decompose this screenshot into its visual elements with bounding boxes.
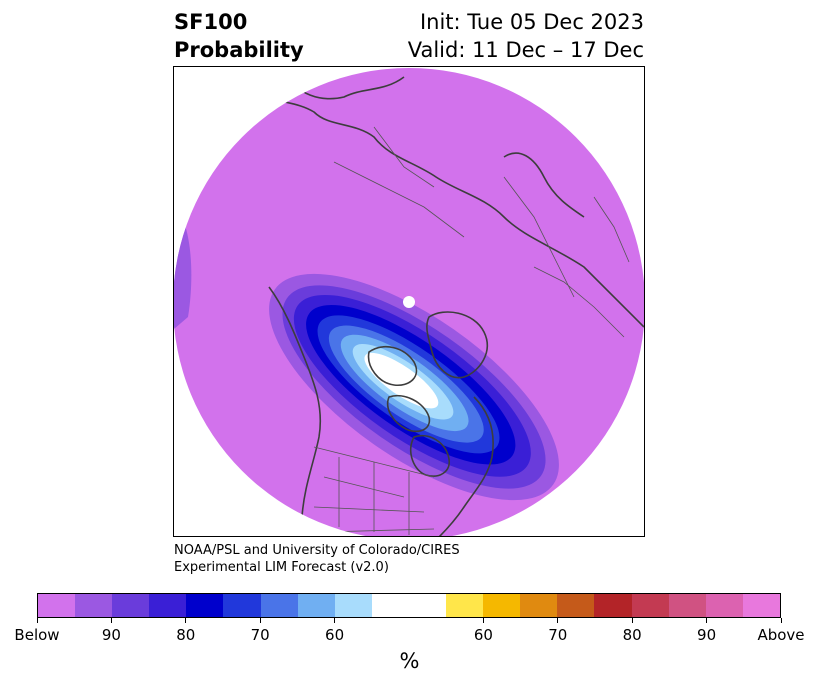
colorbar-tick-label: 70 bbox=[250, 626, 270, 644]
colorbar-tick bbox=[110, 618, 112, 623]
pole-marker bbox=[403, 296, 415, 308]
colorbar-tick bbox=[259, 618, 261, 623]
colorbar-tick bbox=[482, 618, 484, 623]
colorbar-tick-label: 80 bbox=[622, 626, 642, 644]
colorbar-tick-label: Below bbox=[14, 626, 60, 644]
colorbar-tick-label: 70 bbox=[548, 626, 568, 644]
colorbar-swatch bbox=[631, 594, 669, 617]
colorbar-swatch bbox=[75, 594, 113, 617]
credit-line-2: Experimental LIM Forecast (v2.0) bbox=[174, 560, 389, 575]
colorbar-swatch bbox=[483, 594, 521, 617]
variable-type: Probability bbox=[174, 38, 304, 62]
colorbar-tick bbox=[706, 618, 708, 623]
variable-name: SF100 bbox=[174, 10, 248, 34]
colorbar-tick bbox=[780, 618, 782, 623]
colorbar-swatch bbox=[112, 594, 150, 617]
colorbar-swatch bbox=[149, 594, 187, 617]
map-title-left: SF100 Probability bbox=[174, 8, 304, 64]
colorbar-tick-label: 90 bbox=[101, 626, 121, 644]
colorbar-swatch bbox=[334, 594, 372, 617]
map-panel bbox=[173, 66, 645, 537]
colorbar-tick-label: Above bbox=[757, 626, 805, 644]
colorbar-swatch bbox=[594, 594, 632, 617]
map-title-right: Init: Tue 05 Dec 2023 Valid: 11 Dec – 17… bbox=[408, 8, 644, 64]
colorbar-swatch bbox=[520, 594, 558, 617]
colorbar-swatch bbox=[297, 594, 335, 617]
colorbar-swatch bbox=[371, 594, 447, 617]
colorbar-tick-label: 80 bbox=[176, 626, 196, 644]
colorbar-swatch bbox=[668, 594, 706, 617]
colorbar-tick-label: 60 bbox=[473, 626, 493, 644]
anomaly-contours bbox=[269, 273, 559, 501]
colorbar-swatch bbox=[260, 594, 298, 617]
colorbar-swatch bbox=[742, 594, 780, 617]
init-date: Init: Tue 05 Dec 2023 bbox=[419, 10, 644, 34]
colorbar-swatch bbox=[705, 594, 743, 617]
colorbar-tick bbox=[36, 618, 38, 623]
colorbar-tick-label: 90 bbox=[697, 626, 717, 644]
colorbar-swatch bbox=[446, 594, 484, 617]
colorbar-tick bbox=[557, 618, 559, 623]
colorbar bbox=[37, 593, 781, 618]
colorbar-swatch bbox=[186, 594, 224, 617]
colorbar-tick bbox=[631, 618, 633, 623]
colorbar-swatch bbox=[38, 594, 76, 617]
credit-line-1: NOAA/PSL and University of Colorado/CIRE… bbox=[174, 543, 460, 558]
colorbar-tick bbox=[185, 618, 187, 623]
credit-text: NOAA/PSL and University of Colorado/CIRE… bbox=[174, 542, 460, 576]
colorbar-swatch bbox=[557, 594, 595, 617]
colorbar-unit-label: % bbox=[399, 649, 420, 673]
colorbar-tick bbox=[334, 618, 336, 623]
probability-map bbox=[174, 68, 644, 536]
colorbar-swatch bbox=[223, 594, 261, 617]
colorbar-tick-label: 60 bbox=[325, 626, 345, 644]
valid-range: Valid: 11 Dec – 17 Dec bbox=[407, 38, 644, 62]
